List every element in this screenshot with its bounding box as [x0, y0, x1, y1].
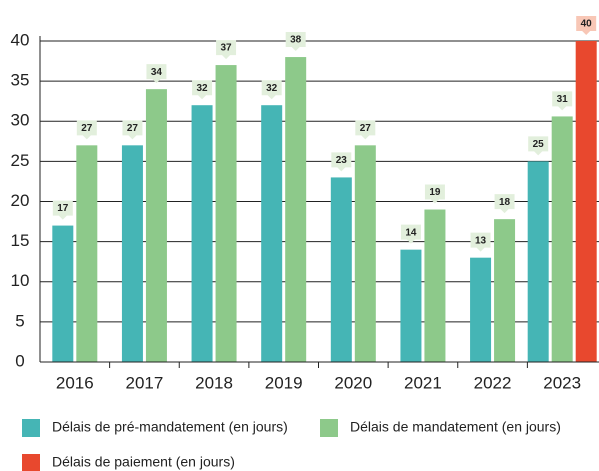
data-label: 31	[552, 91, 573, 111]
x-tick-label: 2020	[334, 373, 372, 392]
data-label-text: 19	[429, 187, 441, 198]
bar	[494, 219, 516, 362]
legend-swatch	[320, 419, 338, 437]
data-label-text: 31	[557, 94, 569, 105]
data-label-bg	[146, 64, 167, 84]
data-label: 38	[285, 32, 306, 52]
bar	[145, 89, 167, 363]
bar	[52, 225, 74, 362]
data-label-bg	[552, 91, 573, 111]
x-tick-label: 2022	[474, 373, 512, 392]
bar	[575, 41, 597, 362]
data-label-text: 27	[127, 123, 139, 134]
data-label-text: 14	[405, 227, 417, 238]
data-label-bg	[52, 200, 73, 220]
data-label-text: 13	[475, 235, 487, 246]
data-label-text: 27	[81, 123, 93, 134]
data-label: 37	[216, 40, 237, 60]
legend-label: Délais de paiement (en jours)	[52, 454, 235, 470]
data-label-bg	[122, 120, 143, 140]
data-label-text: 32	[197, 83, 209, 94]
bar	[261, 105, 283, 362]
data-label-bg	[261, 80, 282, 100]
data-label-bg	[192, 80, 213, 100]
bar	[76, 145, 98, 362]
data-label: 27	[355, 120, 376, 140]
data-label-text: 38	[290, 35, 302, 46]
data-label-bg	[400, 224, 421, 244]
data-label-bg	[424, 184, 445, 204]
data-label-bg	[285, 32, 306, 52]
data-label-bg	[470, 232, 491, 252]
x-tick-label: 2017	[126, 373, 164, 392]
bar	[121, 145, 143, 362]
x-tick-label: 2021	[404, 373, 442, 392]
data-label: 32	[261, 80, 282, 100]
data-label: 27	[122, 120, 143, 140]
data-label: 25	[528, 136, 549, 156]
bar	[285, 57, 307, 363]
data-label-bg	[576, 16, 597, 35]
data-label-text: 27	[360, 123, 372, 134]
data-label-bg	[76, 120, 97, 140]
data-label: 19	[424, 184, 445, 204]
x-tick-label: 2023	[543, 373, 581, 392]
data-label: 23	[331, 152, 352, 172]
y-tick-label: 35	[11, 71, 30, 90]
y-tick-label: 30	[11, 111, 30, 130]
bar	[527, 161, 549, 362]
y-tick-label: 20	[11, 191, 30, 210]
data-label-bg	[355, 120, 376, 140]
data-label-bg	[528, 136, 549, 156]
data-label: 17	[52, 200, 73, 220]
data-label-text: 37	[221, 43, 233, 54]
bar	[215, 65, 237, 362]
bar	[191, 105, 213, 362]
data-label-text: 17	[57, 203, 69, 214]
data-label-text: 25	[533, 139, 545, 150]
bar	[424, 209, 446, 362]
x-tick-label: 2016	[56, 373, 94, 392]
y-tick-label: 15	[11, 231, 30, 250]
data-label: 13	[470, 232, 491, 252]
y-tick-label: 40	[11, 30, 30, 49]
x-tick-label: 2019	[265, 373, 303, 392]
bar	[330, 177, 352, 362]
data-label: 40	[576, 16, 597, 35]
bar	[400, 249, 422, 362]
data-label: 18	[494, 194, 515, 214]
data-label-bg	[494, 194, 515, 214]
data-label-text: 32	[266, 83, 278, 94]
bar	[354, 145, 376, 362]
legend-label: Délais de mandatement (en jours)	[350, 419, 561, 435]
legend-swatch	[22, 454, 40, 471]
bar	[470, 257, 492, 362]
data-label-text: 34	[151, 67, 163, 78]
data-label-bg	[331, 152, 352, 172]
legend-swatch	[22, 419, 40, 437]
y-tick-label: 25	[11, 151, 30, 170]
data-label: 34	[146, 64, 167, 84]
y-tick-label: 10	[11, 271, 30, 290]
data-label-text: 23	[336, 155, 348, 166]
y-tick-label: 0	[15, 351, 24, 370]
data-label: 32	[192, 80, 213, 100]
data-label-bg	[216, 40, 237, 60]
data-label: 27	[76, 120, 97, 140]
bar	[551, 116, 573, 362]
x-tick-label: 2018	[195, 373, 233, 392]
y-tick-label: 5	[15, 311, 24, 330]
legend-label: Délais de pré-mandatement (en jours)	[52, 419, 288, 435]
data-label-text: 40	[581, 19, 593, 30]
data-label-text: 18	[499, 197, 511, 208]
data-label: 14	[400, 224, 421, 244]
